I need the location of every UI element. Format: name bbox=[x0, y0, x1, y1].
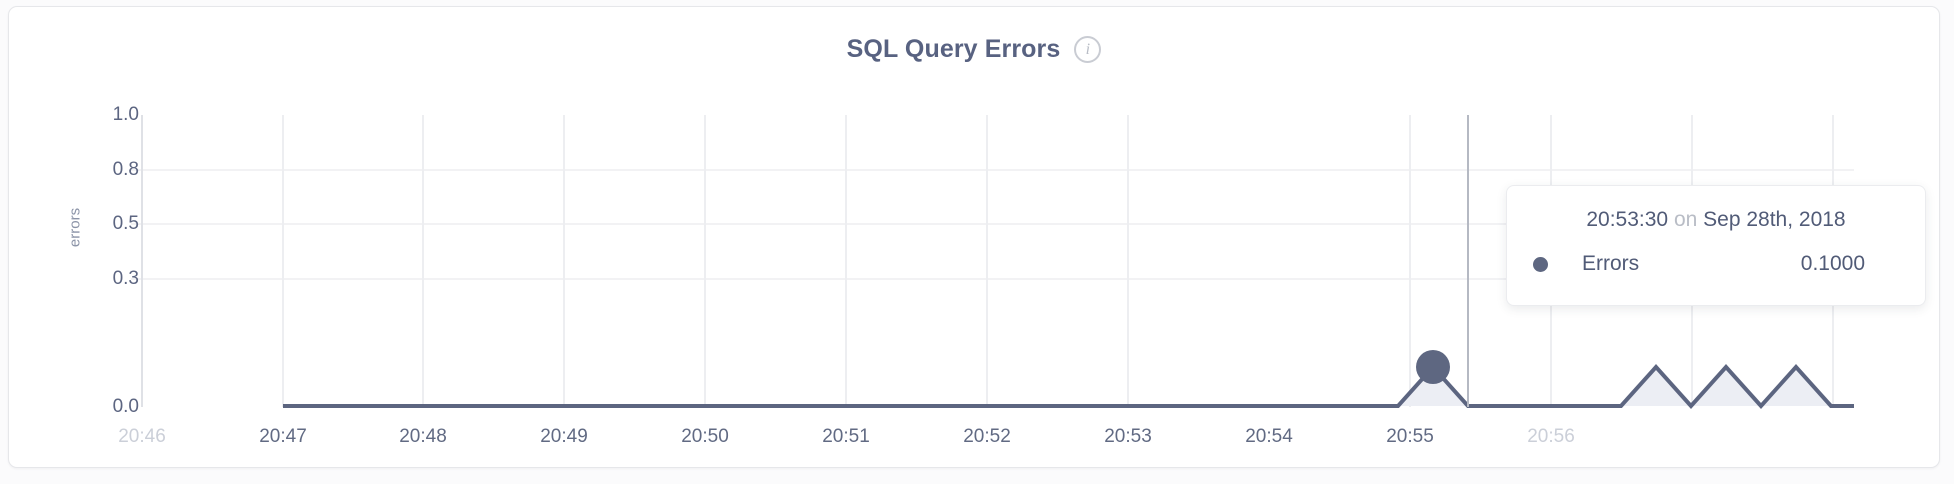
tooltip-series-value: 0.1000 bbox=[1800, 252, 1865, 275]
x-tick-2: 20:47 bbox=[259, 426, 307, 447]
tooltip-timestamp: 20:53:30 on Sep 28th, 2018 bbox=[1507, 208, 1925, 232]
series-area-errors bbox=[283, 367, 1831, 406]
info-icon-glyph: i bbox=[1085, 40, 1091, 58]
x-tick-8: 20:53 bbox=[1104, 426, 1152, 447]
x-tick-4: 20:49 bbox=[540, 426, 588, 447]
x-tick-3: 20:48 bbox=[399, 426, 447, 447]
tooltip-time: 20:53:30 bbox=[1586, 208, 1669, 231]
chart-card: SQL Query Errors i bbox=[8, 6, 1940, 468]
chart-tooltip: 20:53:30 on Sep 28th, 2018 Errors 0.1000 bbox=[1506, 185, 1926, 306]
y-tick-1: 1.0 bbox=[112, 104, 139, 125]
x-tick-11: 20:56 bbox=[1527, 426, 1575, 447]
info-icon[interactable]: i bbox=[1074, 36, 1102, 63]
x-tick-7: 20:52 bbox=[963, 426, 1011, 447]
page-title: SQL Query Errors bbox=[846, 35, 1061, 63]
x-tick-9: 20:54 bbox=[1245, 426, 1293, 447]
tooltip-series-row: Errors 0.1000 bbox=[1533, 252, 1899, 276]
y-tick-2: 0.8 bbox=[112, 159, 139, 180]
x-tick-10: 20:55 bbox=[1386, 426, 1434, 447]
x-tick-5: 20:50 bbox=[681, 426, 729, 447]
tooltip-series-name: Errors bbox=[1582, 252, 1640, 275]
highlighted-data-point bbox=[1416, 350, 1450, 384]
x-tick-6: 20:51 bbox=[822, 426, 870, 447]
y-tick-5: 0.0 bbox=[112, 396, 139, 417]
y-axis-ticks: errors 1.0 0.8 0.5 0.3 0.0 bbox=[39, 7, 140, 484]
chart-header: SQL Query Errors i bbox=[9, 35, 1939, 64]
tooltip-series-dot-icon bbox=[1533, 256, 1548, 272]
series-line-errors bbox=[283, 364, 1854, 409]
x-tick-1: 20:46 bbox=[118, 426, 166, 447]
tooltip-connector: on bbox=[1673, 208, 1698, 231]
y-tick-4: 0.3 bbox=[112, 268, 139, 289]
y-tick-3: 0.5 bbox=[112, 213, 139, 234]
tooltip-date: Sep 28th, 2018 bbox=[1703, 208, 1846, 231]
